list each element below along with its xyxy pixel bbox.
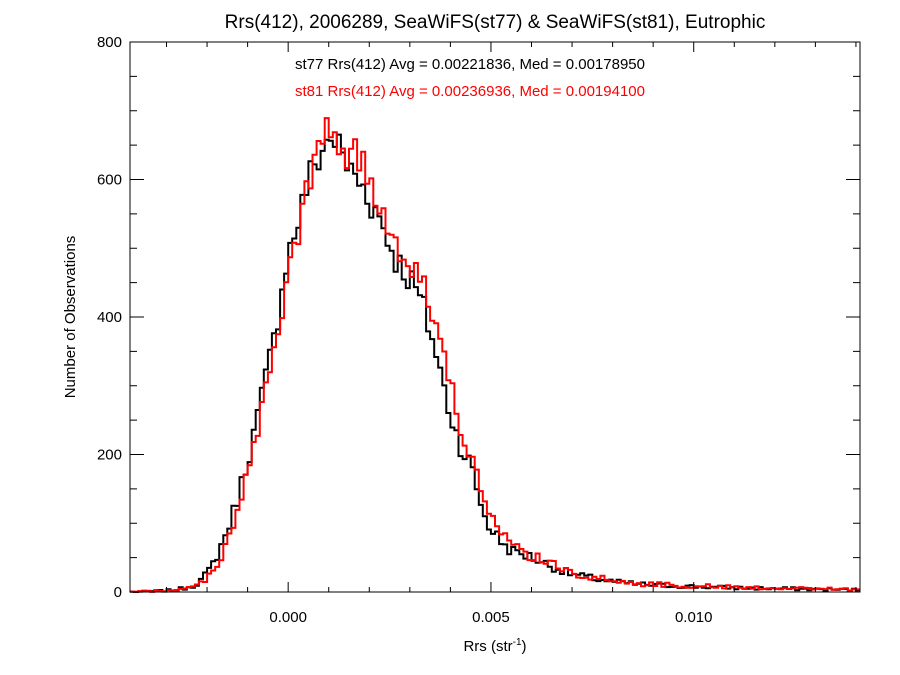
series-layer (130, 117, 860, 593)
annotation-st77: st77 Rrs(412) Avg = 0.00221836, Med = 0.… (295, 56, 645, 73)
x-tick-label: 0.000 (269, 609, 307, 626)
histogram-series-st81 (130, 117, 860, 593)
x-axis-label-base: Rrs (str (463, 638, 512, 655)
ticks-layer: 0.000 0.005 0.010 0 200 400 600 800 (97, 34, 860, 626)
y-tick-label: 600 (97, 172, 122, 189)
x-axis-label-close: ) (522, 638, 527, 655)
plot-frame (129, 41, 861, 593)
y-tick-label: 200 (97, 447, 122, 464)
y-tick-label: 400 (97, 309, 122, 326)
x-axis-label: Rrs (str-1) (463, 637, 526, 655)
x-axis-label-superscript: -1 (513, 637, 522, 648)
y-tick-label: 800 (97, 34, 122, 51)
x-tick-label: 0.010 (675, 609, 713, 626)
chart-title: Rrs(412), 2006289, SeaWiFS(st77) & SeaWi… (225, 12, 766, 33)
annotation-st81: st81 Rrs(412) Avg = 0.00236936, Med = 0.… (295, 83, 645, 100)
y-axis-label: Number of Observations (62, 236, 79, 399)
x-tick-label: 0.005 (472, 609, 510, 626)
y-tick-label: 0 (114, 584, 122, 601)
